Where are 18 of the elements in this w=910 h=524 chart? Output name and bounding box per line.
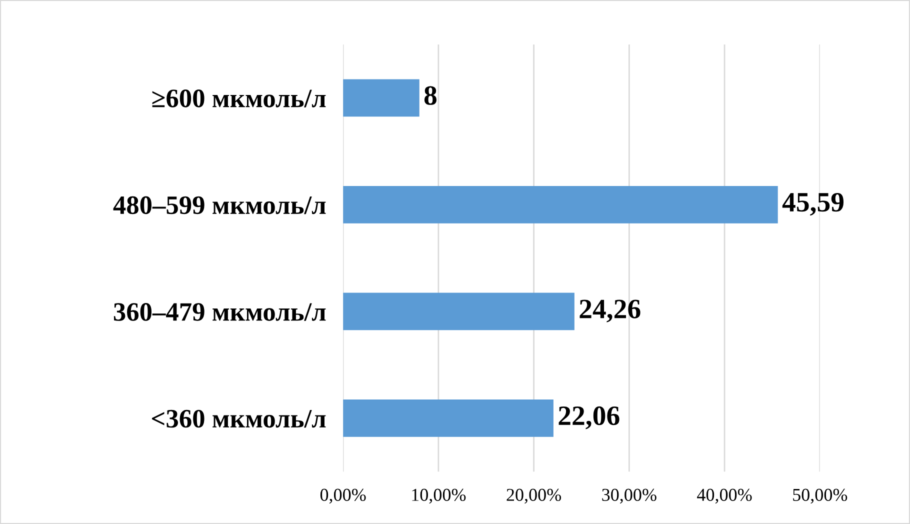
bar: [343, 79, 420, 117]
data-label: 45,59: [782, 192, 844, 216]
y-tick-label: ≥600 мкмоль/л: [152, 90, 326, 108]
x-tick-label: 10,00%: [412, 488, 466, 504]
bar: [343, 400, 554, 437]
x-tick-label: 0,00%: [320, 488, 366, 504]
y-tick-label: 480–599 мкмоль/л: [113, 196, 326, 214]
data-label: 22,06: [558, 406, 620, 430]
bar: [343, 292, 574, 330]
y-tick-label: <360 мкмоль/л: [152, 410, 326, 428]
data-label: 24,26: [580, 300, 640, 322]
data-label: 8: [424, 86, 436, 105]
x-tick-label: 40,00%: [697, 488, 752, 504]
bar: [343, 186, 778, 224]
x-tick-label: 20,00%: [506, 488, 562, 504]
y-tick-label: 360–479 мкмоль/л: [114, 303, 326, 321]
x-tick-label: 50,00%: [793, 488, 848, 504]
x-tick-label: 30,00%: [602, 488, 656, 504]
